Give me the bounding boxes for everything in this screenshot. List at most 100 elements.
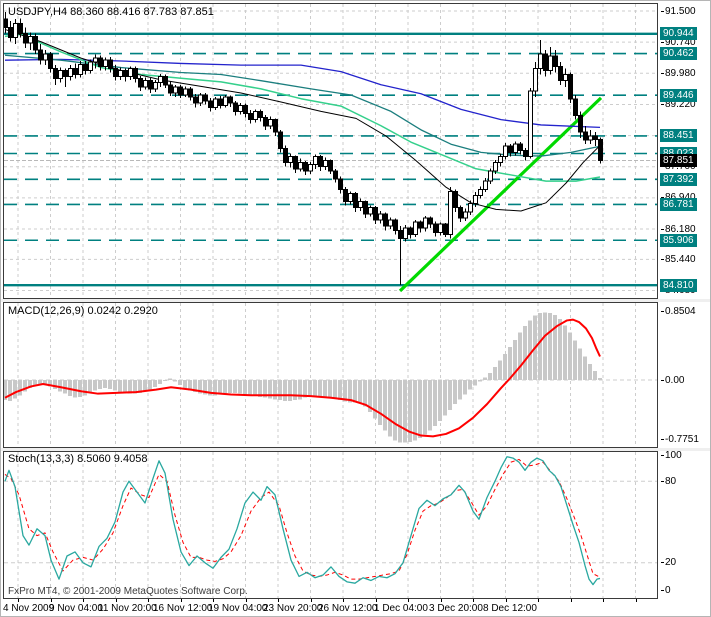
candle[interactable] bbox=[413, 220, 418, 238]
candle[interactable] bbox=[253, 109, 258, 123]
candle[interactable] bbox=[458, 205, 463, 223]
candle[interactable] bbox=[353, 192, 358, 212]
candle[interactable] bbox=[93, 54, 98, 69]
candle[interactable] bbox=[148, 78, 153, 93]
candle[interactable] bbox=[178, 84, 183, 98]
candle[interactable] bbox=[218, 96, 223, 109]
candle[interactable] bbox=[438, 222, 443, 236]
candle[interactable] bbox=[208, 97, 213, 112]
candle[interactable] bbox=[403, 224, 408, 242]
macd-pane[interactable] bbox=[3, 302, 658, 448]
candle[interactable] bbox=[503, 142, 508, 160]
candle[interactable] bbox=[498, 153, 503, 167]
candle[interactable] bbox=[423, 215, 428, 232]
candle[interactable] bbox=[203, 92, 208, 105]
candle[interactable] bbox=[573, 95, 578, 120]
candle[interactable] bbox=[273, 118, 278, 136]
candle[interactable] bbox=[528, 88, 533, 159]
candlestick-chart-canvas[interactable] bbox=[3, 3, 658, 299]
candle[interactable] bbox=[158, 74, 163, 87]
candle[interactable] bbox=[558, 62, 563, 85]
candle[interactable] bbox=[213, 97, 218, 111]
candle[interactable] bbox=[338, 176, 343, 194]
candle[interactable] bbox=[598, 137, 603, 164]
candle[interactable] bbox=[73, 63, 78, 79]
candle[interactable] bbox=[473, 192, 478, 207]
candle[interactable] bbox=[563, 68, 568, 87]
candle[interactable] bbox=[363, 200, 368, 218]
candle[interactable] bbox=[183, 86, 188, 98]
time-label[interactable]: 4 Nov 2009 bbox=[3, 603, 55, 614]
candle[interactable] bbox=[268, 116, 273, 130]
candle[interactable] bbox=[258, 109, 263, 122]
candle[interactable] bbox=[303, 161, 308, 175]
candle[interactable] bbox=[418, 220, 423, 233]
candle[interactable] bbox=[78, 61, 83, 78]
candle[interactable] bbox=[333, 168, 338, 183]
candle[interactable] bbox=[343, 187, 348, 206]
candle[interactable] bbox=[318, 154, 323, 171]
candle[interactable] bbox=[508, 144, 513, 157]
candle[interactable] bbox=[548, 47, 553, 75]
candle[interactable] bbox=[153, 79, 158, 93]
candle[interactable] bbox=[108, 56, 113, 73]
candle[interactable] bbox=[393, 218, 398, 235]
candle[interactable] bbox=[368, 205, 373, 217]
candle[interactable] bbox=[543, 49, 548, 77]
candle[interactable] bbox=[298, 158, 303, 172]
candle[interactable] bbox=[293, 155, 298, 173]
stochastic-chart-canvas[interactable] bbox=[3, 451, 658, 599]
candle[interactable] bbox=[233, 101, 238, 116]
candle[interactable] bbox=[468, 200, 473, 216]
candle[interactable] bbox=[223, 95, 228, 108]
candle[interactable] bbox=[13, 19, 18, 44]
candle[interactable] bbox=[133, 66, 138, 83]
candle[interactable] bbox=[373, 206, 378, 225]
time-label[interactable]: 3 Dec 20:00 bbox=[429, 603, 483, 614]
candle[interactable] bbox=[138, 75, 143, 91]
candle[interactable] bbox=[168, 81, 173, 97]
candle[interactable] bbox=[123, 68, 128, 82]
time-label[interactable]: 16 Nov 12:00 bbox=[153, 603, 213, 614]
candle[interactable] bbox=[58, 67, 63, 83]
candle[interactable] bbox=[308, 161, 313, 175]
candle[interactable] bbox=[83, 61, 88, 75]
candle[interactable] bbox=[553, 49, 558, 73]
time-label[interactable]: 9 Nov 04:00 bbox=[49, 603, 103, 614]
candle[interactable] bbox=[383, 212, 388, 231]
candle[interactable] bbox=[28, 32, 33, 50]
time-label[interactable]: 1 Dec 04:00 bbox=[374, 603, 428, 614]
candle[interactable] bbox=[518, 142, 523, 155]
candle[interactable] bbox=[288, 153, 293, 168]
candle[interactable] bbox=[378, 211, 383, 224]
pane-splitter-2[interactable] bbox=[1, 448, 710, 451]
candle[interactable] bbox=[568, 72, 573, 104]
candle[interactable] bbox=[533, 62, 538, 98]
candle[interactable] bbox=[118, 67, 123, 80]
candle[interactable] bbox=[478, 186, 483, 199]
candle[interactable] bbox=[513, 141, 518, 156]
candle[interactable] bbox=[398, 226, 403, 285]
candle[interactable] bbox=[193, 93, 198, 108]
candle[interactable] bbox=[593, 131, 598, 147]
candle[interactable] bbox=[408, 226, 413, 239]
candle[interactable] bbox=[128, 66, 133, 80]
candle[interactable] bbox=[113, 65, 118, 81]
candle[interactable] bbox=[523, 147, 528, 161]
candle[interactable] bbox=[238, 102, 243, 115]
candle[interactable] bbox=[448, 187, 453, 239]
candle[interactable] bbox=[38, 43, 43, 65]
candle[interactable] bbox=[8, 21, 13, 42]
candle[interactable] bbox=[48, 51, 53, 73]
candle[interactable] bbox=[323, 157, 328, 171]
candle[interactable] bbox=[428, 216, 433, 229]
pane-splitter-1[interactable] bbox=[1, 299, 710, 302]
candle[interactable] bbox=[33, 33, 38, 55]
time-label[interactable]: 11 Nov 20:00 bbox=[98, 603, 157, 614]
time-label[interactable]: 19 Nov 04:00 bbox=[208, 603, 268, 614]
candle[interactable] bbox=[578, 111, 583, 139]
candle[interactable] bbox=[313, 154, 318, 169]
candle[interactable] bbox=[583, 125, 588, 145]
time-label[interactable]: 26 Nov 12:00 bbox=[318, 603, 378, 614]
candle[interactable] bbox=[228, 95, 233, 107]
